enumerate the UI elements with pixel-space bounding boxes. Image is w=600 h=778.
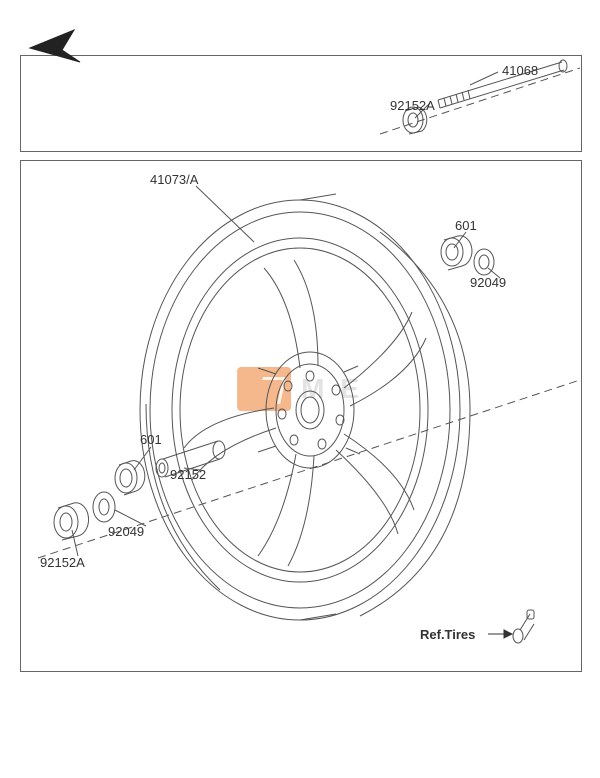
part-valve-stem [513,610,534,643]
label-41073a: 41073/A [150,172,198,187]
part-collar-bottom [54,503,89,540]
part-bearing-left [115,461,145,495]
label-92152a-b: 92152A [40,555,85,570]
ref-tires-label: Ref.Tires [420,627,475,642]
part-wheel [140,194,470,620]
label-601-b: 601 [140,432,162,447]
ref-arrow [488,630,512,638]
part-seal-left [93,492,115,522]
label-92049-t: 92049 [470,275,506,290]
label-41068: 41068 [502,63,538,78]
direction-arrow [30,30,80,62]
label-92152-b: 92152 [170,467,206,482]
label-92049-b: 92049 [108,524,144,539]
label-601-t: 601 [455,218,477,233]
diagram-svg [0,0,600,778]
label-92152a-t: 92152A [390,98,435,113]
part-bearing-right [441,236,472,270]
